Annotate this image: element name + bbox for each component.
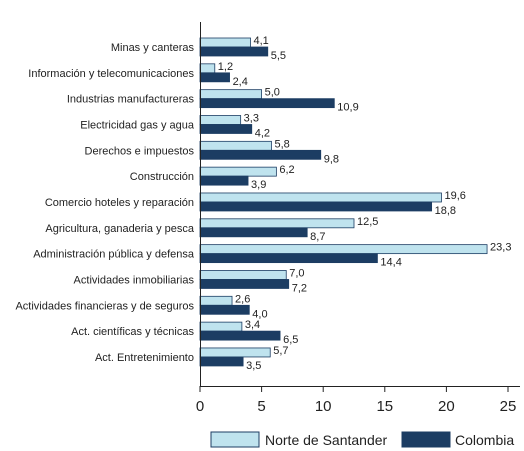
category-label: Act. científicas y técnicas <box>71 326 194 338</box>
data-label: 7,0 <box>289 267 304 279</box>
bar-norte-de-santander <box>199 270 287 280</box>
data-label: 5,8 <box>274 138 289 150</box>
data-label: 10,9 <box>337 102 358 114</box>
bar-norte-de-santander <box>199 140 272 151</box>
bar-norte-de-santander <box>199 115 242 125</box>
category-label: Electricidad gas y agua <box>80 119 195 131</box>
data-label: 3,5 <box>246 360 261 372</box>
bar-colombia <box>199 330 281 341</box>
data-label: 9,8 <box>324 153 339 165</box>
data-label: 5,5 <box>271 50 286 62</box>
category-label: Administración pública y defensa <box>33 249 195 261</box>
category-label: Agricultura, ganaderia y pesca <box>45 223 194 235</box>
legend: Norte de Santander Colombia <box>210 431 514 448</box>
bar-colombia <box>199 304 250 315</box>
bar-norte-de-santander <box>199 347 271 358</box>
category-label: Actividades financieras y de seguros <box>15 300 194 312</box>
bar-norte-de-santander <box>199 166 277 177</box>
x-tick-label: 0 <box>196 398 204 415</box>
bar-colombia <box>199 72 230 83</box>
category-label: Construcción <box>130 171 194 183</box>
bars-layer <box>199 37 488 367</box>
bar-colombia <box>199 201 433 212</box>
x-tick-label: 20 <box>438 398 455 415</box>
bar-colombia <box>199 227 308 238</box>
category-label: Industrias manufactureras <box>67 94 195 106</box>
data-label: 4,0 <box>252 308 267 320</box>
bar-colombia <box>199 356 244 367</box>
data-label: 1,2 <box>218 61 233 73</box>
bar-colombia <box>199 149 322 160</box>
legend-label-norte: Norte de Santander <box>265 432 388 448</box>
data-label: 5,0 <box>265 87 280 99</box>
data-label: 3,3 <box>244 112 259 124</box>
data-label: 4,2 <box>255 127 270 139</box>
data-label: 7,2 <box>292 282 307 294</box>
data-label: 18,8 <box>435 205 456 217</box>
category-label: Comercio hoteles y reparación <box>45 197 194 209</box>
data-label: 2,4 <box>233 76 248 88</box>
x-tick-label: 5 <box>257 398 265 415</box>
category-label: Minas y canteras <box>111 42 195 54</box>
category-label: Información y telecomunicaciones <box>28 68 194 80</box>
x-axis-ticks: 0 5 10 15 20 25 <box>196 386 517 415</box>
bar-norte-de-santander <box>199 63 216 74</box>
data-label: 4,1 <box>254 35 269 47</box>
legend-swatch-colombia <box>401 431 451 448</box>
legend-swatch-norte <box>210 431 260 448</box>
category-label: Act. Entretenimiento <box>95 352 194 364</box>
bar-colombia <box>199 253 378 264</box>
bar-colombia <box>199 175 249 186</box>
data-label: 19,6 <box>444 190 465 202</box>
legend-label-colombia: Colombia <box>455 432 514 448</box>
bar-norte-de-santander <box>199 244 488 255</box>
data-label: 23,3 <box>490 242 511 254</box>
data-label: 12,5 <box>357 216 378 228</box>
bar-colombia <box>199 279 290 289</box>
data-label: 3,9 <box>251 179 266 191</box>
data-label: 6,5 <box>283 334 298 346</box>
x-tick-label: 10 <box>315 398 332 415</box>
data-label: 14,4 <box>380 257 401 269</box>
data-label: 2,6 <box>235 293 250 305</box>
bar-norte-de-santander <box>199 218 355 229</box>
bar-norte-de-santander <box>199 37 251 48</box>
category-label: Derechos e impuestos <box>85 145 195 157</box>
category-label: Actividades inmobiliarias <box>74 274 195 286</box>
data-label: 8,7 <box>310 231 325 243</box>
data-label: 6,2 <box>279 164 294 176</box>
bar-norte-de-santander <box>199 89 262 100</box>
bar-norte-de-santander <box>199 192 442 203</box>
bar-norte-de-santander <box>199 321 243 332</box>
x-tick-label: 15 <box>376 398 393 415</box>
bar-colombia <box>199 46 269 57</box>
data-label: 3,4 <box>245 319 260 331</box>
data-label: 5,7 <box>273 345 288 357</box>
bar-colombia <box>199 98 335 109</box>
x-tick-label: 25 <box>500 398 517 415</box>
bar-norte-de-santander <box>199 295 233 306</box>
labels-layer: Minas y canteras 4,15,5 Información y tele… <box>15 35 511 372</box>
bar-colombia <box>199 124 253 134</box>
